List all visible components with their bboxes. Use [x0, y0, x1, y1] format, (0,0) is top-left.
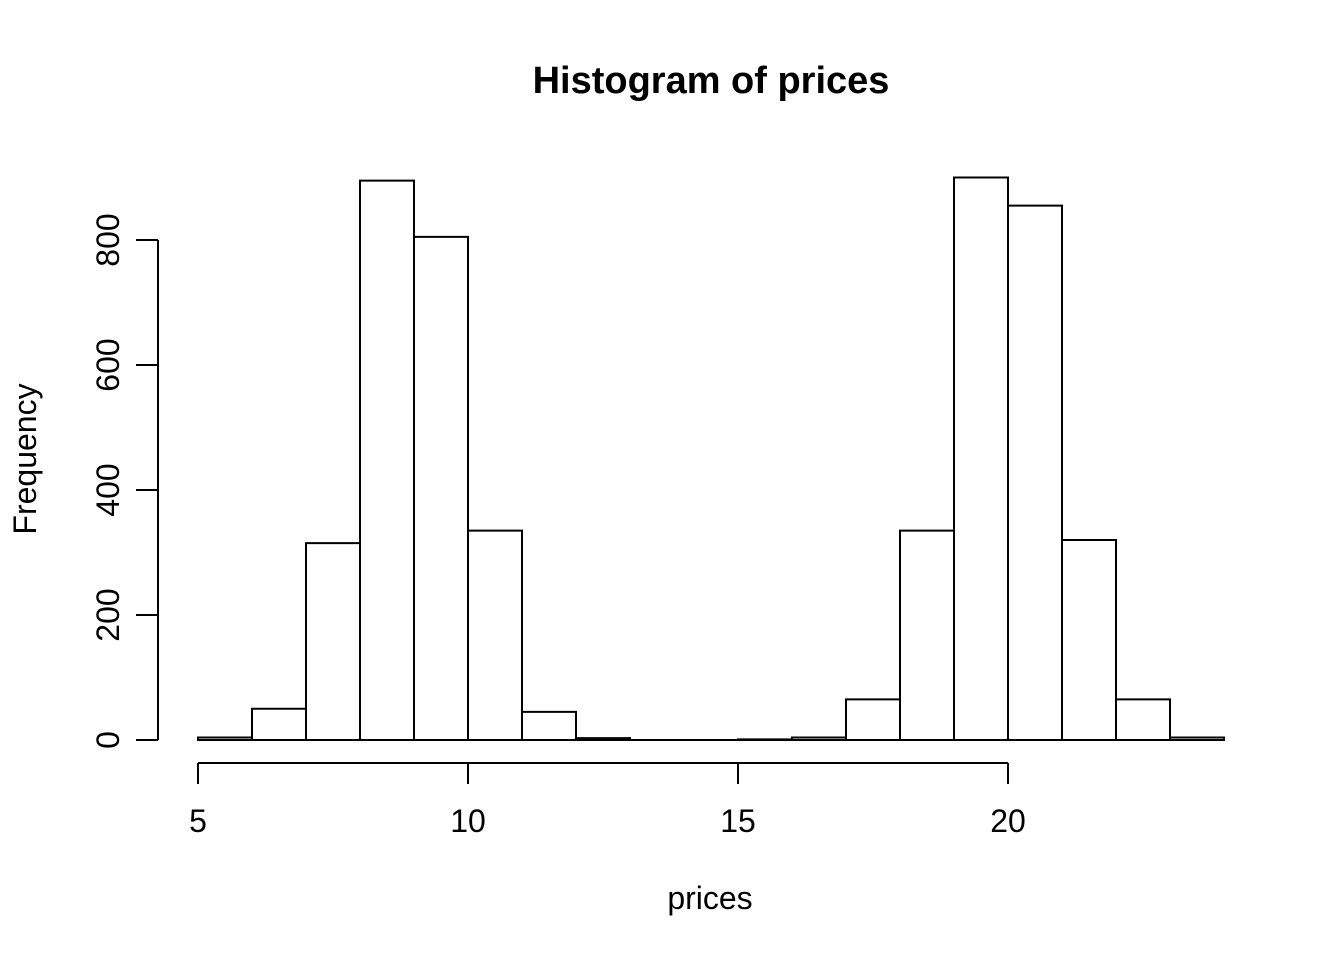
histogram-bar — [1169, 736, 1225, 741]
histogram-bar — [791, 736, 847, 741]
y-tick-label: 0 — [90, 731, 126, 749]
histogram-bar — [251, 707, 307, 741]
chart-title: Histogram of prices — [533, 60, 890, 102]
y-tick-label: 400 — [90, 463, 126, 516]
histogram-bar — [359, 179, 415, 741]
histogram-bar — [845, 698, 901, 741]
y-tick-label: 600 — [90, 338, 126, 391]
y-axis-label: Frequency — [7, 383, 43, 534]
x-tick-label: 10 — [450, 803, 486, 839]
histogram-bar — [737, 738, 793, 741]
x-tick-label: 5 — [189, 803, 207, 839]
histogram-bar — [1061, 539, 1117, 741]
histogram-bar — [521, 710, 577, 741]
histogram-bar — [197, 736, 253, 741]
x-tick-label: 20 — [990, 803, 1026, 839]
histogram-bar — [1115, 698, 1171, 741]
histogram-bars — [197, 176, 1225, 741]
histogram-bar — [575, 737, 631, 741]
y-tick-label: 200 — [90, 588, 126, 641]
histogram-bar — [305, 542, 361, 741]
histogram-bar — [899, 529, 955, 741]
x-tick-label: 15 — [720, 803, 756, 839]
histogram-bar — [413, 235, 469, 741]
histogram-bar — [467, 529, 523, 741]
x-axis-label: prices — [667, 880, 752, 916]
y-tick-label: 800 — [90, 213, 126, 266]
histogram-bar — [1007, 204, 1063, 741]
histogram-bar — [953, 176, 1009, 741]
